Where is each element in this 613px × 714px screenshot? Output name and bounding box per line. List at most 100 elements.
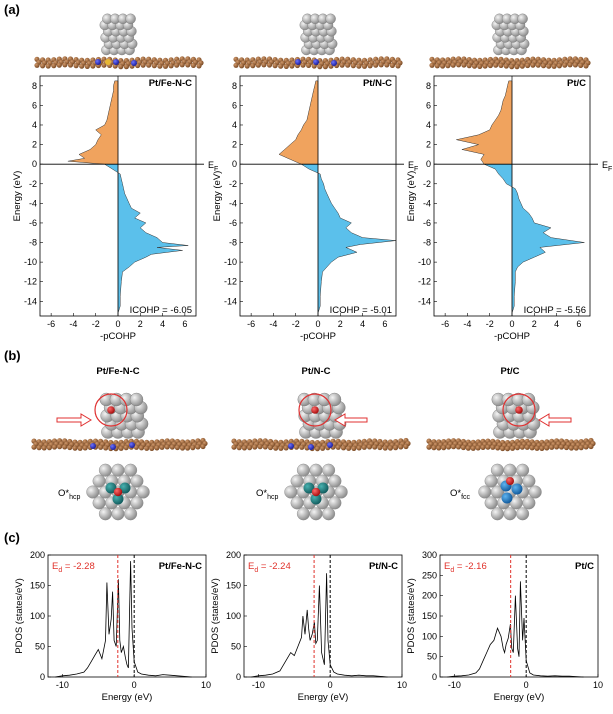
- pt-surface-atom: [511, 483, 523, 495]
- structure-title: Pt/C: [501, 366, 520, 377]
- carbon-atom: [356, 445, 362, 451]
- carbon-atom: [239, 63, 245, 69]
- carbon-atom: [455, 444, 462, 450]
- carbon-atom: [236, 445, 242, 451]
- x-axis-label: Energy (eV): [102, 692, 153, 703]
- y-tick-label: 0: [40, 672, 45, 682]
- carbon-atom: [335, 444, 341, 450]
- carbon-atom: [174, 444, 180, 451]
- carbon-atom: [461, 62, 467, 68]
- cohp-chart-1: EF -14 -12 -10 -8 -6 -4 -2 0 2 4 6 8 -6 -4 -2 0 2 4 6 -pCOHP…: [12, 75, 218, 342]
- carbon-atom: [185, 445, 191, 451]
- y-tick-label: -4: [229, 198, 237, 208]
- carbon-atom: [140, 62, 146, 68]
- d-band-label-sub: d: [450, 567, 454, 574]
- carbon-atom: [77, 445, 83, 451]
- pt-atom: [284, 485, 298, 499]
- x-tick-label: 0: [115, 319, 120, 329]
- carbon-atom: [244, 63, 250, 69]
- carbon-atom: [179, 445, 186, 451]
- pt-atom: [296, 463, 310, 477]
- d-band-label-sub: d: [58, 567, 62, 574]
- oxygen-atom: [107, 406, 115, 414]
- pt-atom: [129, 392, 144, 407]
- carbon-atom: [530, 62, 536, 68]
- x-tick-label: 10: [593, 680, 603, 690]
- plot-frame: [439, 554, 599, 678]
- carbon-atom: [146, 62, 152, 68]
- y-tick-label: 4: [32, 120, 37, 130]
- carbon-atom: [460, 444, 466, 451]
- carbon-atom: [247, 445, 253, 451]
- x-tick-label: -6: [47, 319, 55, 329]
- carbon-atom: [573, 445, 579, 451]
- y-tick-label: -10: [24, 257, 37, 267]
- carbon-atom: [190, 62, 196, 68]
- carbon-atom: [346, 445, 352, 451]
- carbon-atom: [509, 64, 515, 70]
- carbon-atom: [426, 444, 432, 450]
- carbon-atom: [441, 445, 447, 451]
- carbon-atom: [200, 443, 206, 450]
- chart-title: Pt/Fe-N-C: [159, 561, 202, 572]
- y-tick-label: 2: [426, 140, 431, 150]
- y-tick-label: -14: [418, 296, 431, 306]
- carbon-atom: [283, 445, 289, 451]
- y-tick-label: 0: [432, 672, 437, 682]
- pt-atom: [322, 463, 336, 477]
- carbon-atom: [477, 63, 483, 69]
- d-band-center-label: Ed = -2.16: [444, 561, 487, 574]
- y-tick-label: -6: [423, 218, 431, 228]
- carbon-atom: [498, 62, 504, 68]
- carbon-atom: [314, 446, 320, 452]
- carbon-atom: [162, 63, 169, 69]
- y-tick-label: 150: [30, 581, 45, 591]
- carbon-atom: [51, 444, 58, 450]
- y-tick-label: -14: [224, 296, 237, 306]
- pt-atom: [111, 507, 125, 521]
- nitrogen-atom: [313, 59, 319, 65]
- fermi-label: EF: [408, 160, 418, 173]
- carbon-atom: [351, 445, 357, 451]
- pt-atom: [322, 507, 336, 521]
- nitrogen-atom: [113, 59, 119, 65]
- y-tick-label: 100: [226, 611, 241, 621]
- d-band-label-value: = -2.24: [258, 561, 290, 572]
- carbon-atom: [84, 63, 90, 69]
- y-tick-label: 200: [422, 591, 437, 601]
- pt-atom: [327, 392, 342, 407]
- x-tick-label: 4: [554, 319, 559, 329]
- x-tick-label: 2: [338, 319, 343, 329]
- y-tick-label: -6: [29, 218, 37, 228]
- d-band-label-main: E: [52, 561, 58, 572]
- y-tick-label: 6: [232, 100, 237, 110]
- carbon-atom: [466, 63, 472, 69]
- carbon-atom: [525, 62, 531, 69]
- nitrogen-atom: [295, 59, 301, 65]
- carbon-atom: [195, 444, 201, 450]
- carbon-atom: [67, 444, 73, 451]
- pt-atom: [309, 463, 323, 477]
- carbon-atom: [440, 63, 446, 69]
- chart-title: Pt/N-C: [369, 561, 398, 572]
- pdos-chart-2: 0 50 100 150 200 -10 0 10 Energy (eV) PDOS (state…: [210, 550, 407, 703]
- highlight-circle: [94, 393, 128, 427]
- highlight-circle: [502, 393, 536, 427]
- x-tick-label: -10: [448, 680, 461, 690]
- pt-surface-atom: [317, 482, 329, 494]
- structure-title: Pt/Fe-N-C: [96, 366, 139, 377]
- carbon-atom: [261, 62, 267, 68]
- carbon-atom: [493, 62, 499, 68]
- carbon-atom: [446, 444, 452, 450]
- carbon-atom: [293, 444, 300, 450]
- pt-atom: [125, 13, 136, 24]
- y-tick-label: 150: [226, 581, 241, 591]
- pt-atom: [490, 507, 504, 521]
- carbon-atom: [273, 445, 279, 451]
- y-axis-label: PDOS (states/eV): [210, 578, 221, 654]
- y-tick-label: -8: [229, 238, 237, 248]
- carbon-atom: [118, 445, 124, 451]
- pt-surface-atom: [310, 493, 322, 505]
- x-axis-label: Energy (eV): [298, 692, 349, 703]
- pt-atom: [124, 463, 138, 477]
